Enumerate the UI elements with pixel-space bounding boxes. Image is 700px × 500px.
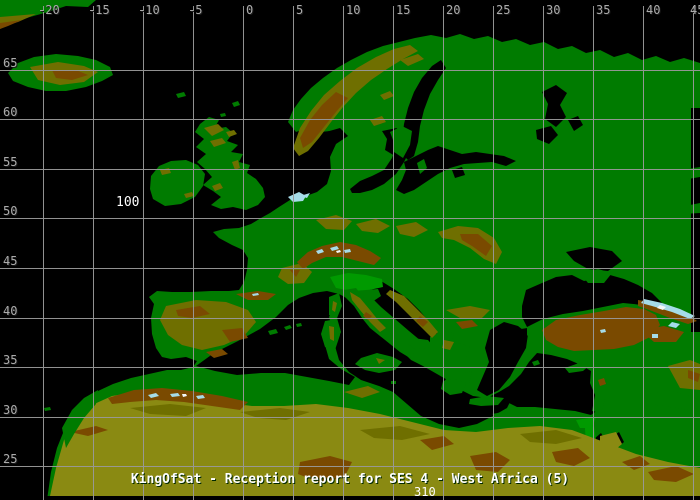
lon-tick-label: 30 — [546, 3, 561, 17]
beam-value-label-west: 100 — [116, 195, 140, 210]
lon-tick-label: -15 — [88, 3, 110, 17]
lat-tick-label: 60 — [3, 105, 18, 119]
lat-tick-label: 30 — [3, 403, 18, 417]
lon-tick-label: 5 — [296, 3, 304, 17]
map-title: KingOfSat - Reception report for SES 4 -… — [130, 472, 570, 487]
land-iceland — [8, 54, 113, 91]
lon-tick-label: -5 — [188, 3, 203, 17]
land-great-britain — [195, 117, 265, 210]
lon-tick-label: 0 — [246, 3, 254, 17]
lon-tick-label: -10 — [138, 3, 160, 17]
bottom-edge-strip — [0, 496, 700, 500]
lon-tick-label: 10 — [346, 3, 361, 17]
lon-tick-label: 45 — [690, 3, 700, 17]
beam-value-label-center: 310 — [414, 485, 436, 499]
land-greenland-tip — [0, 0, 96, 29]
lat-tick-label: 65 — [3, 56, 18, 70]
no-data-notch — [680, 167, 700, 214]
land-greece — [430, 331, 472, 395]
lon-tick-label: -20 — [38, 3, 60, 17]
coordinate-grid — [0, 6, 700, 500]
lon-tick-label: 40 — [646, 3, 661, 17]
lat-tick-label: 50 — [3, 204, 18, 218]
lat-tick-label: 35 — [3, 353, 18, 367]
lon-tick-label: 15 — [396, 3, 411, 17]
terrain-iberia — [160, 300, 256, 358]
terrain-pyrenees — [236, 291, 276, 300]
terrain-alps — [297, 242, 381, 269]
lon-tick-label: 25 — [496, 3, 511, 17]
terrain-balkans — [386, 290, 490, 338]
lat-tick-label: 45 — [3, 254, 18, 268]
lon-tick-label: 35 — [596, 3, 611, 17]
lat-tick-label: 55 — [3, 155, 18, 169]
lat-tick-label: 25 — [3, 452, 18, 466]
land-sweden-south — [390, 126, 427, 174]
netherlands-polder — [288, 192, 310, 202]
lon-tick-label: 20 — [446, 3, 461, 17]
land-crimea — [580, 269, 612, 283]
lat-tick-label: 40 — [3, 304, 18, 318]
